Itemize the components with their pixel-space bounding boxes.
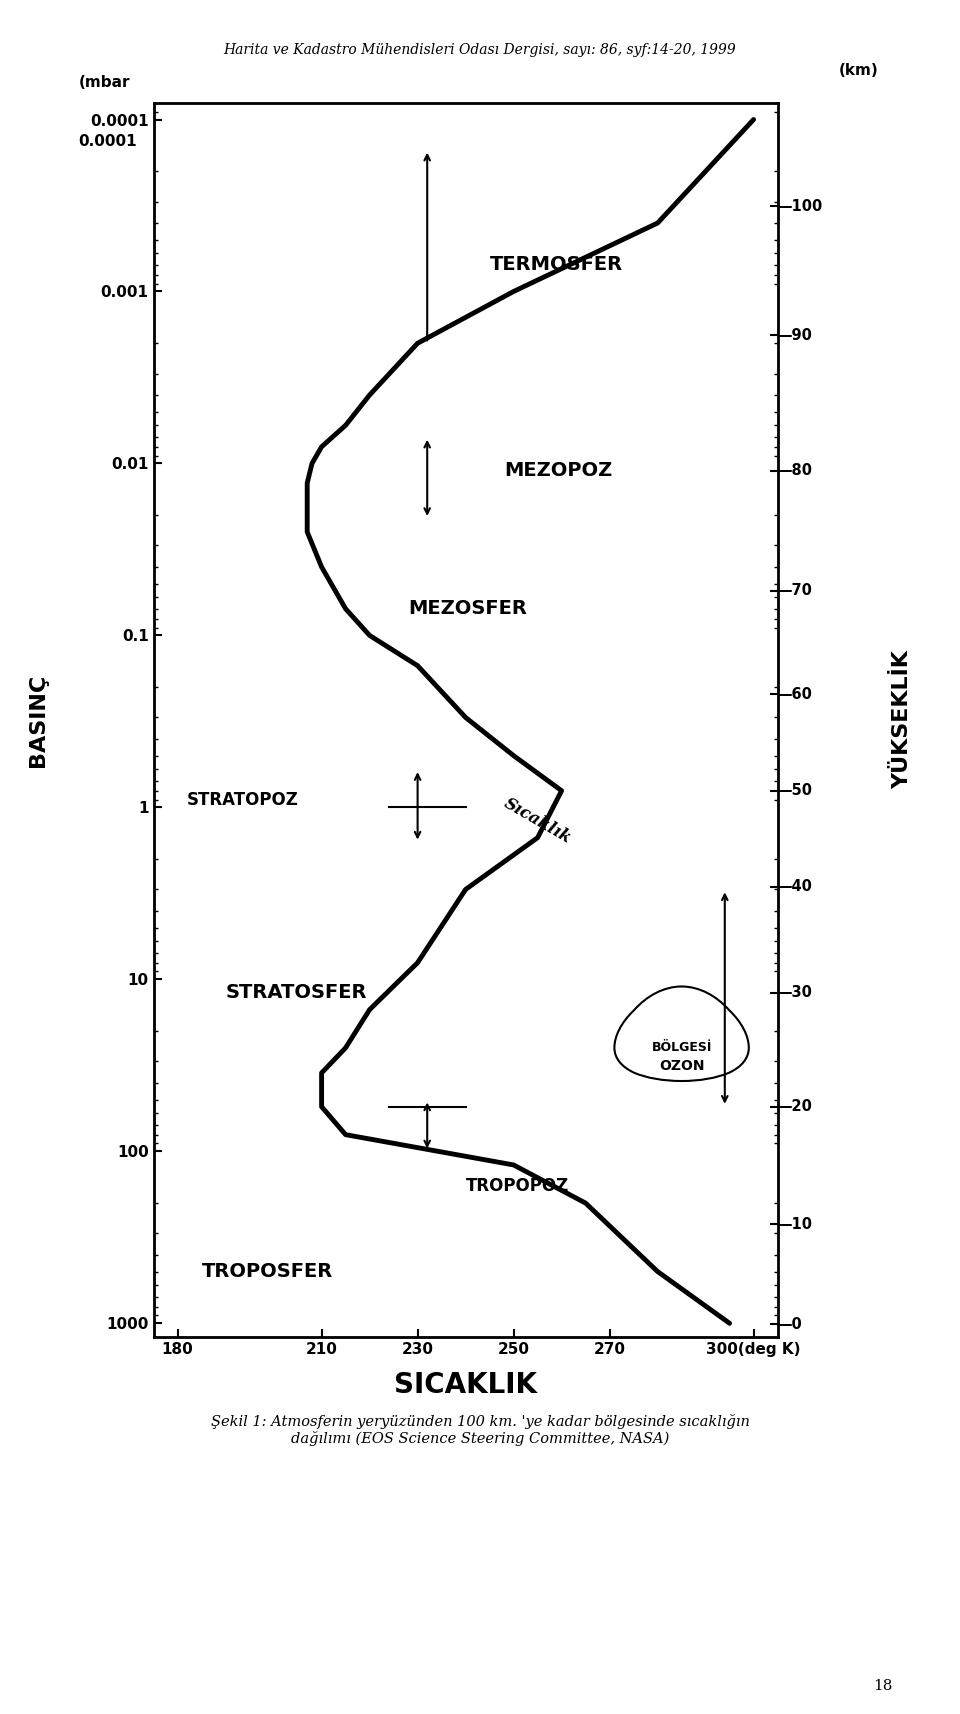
- Text: 0.0001: 0.0001: [79, 134, 137, 149]
- Text: —20: —20: [778, 1099, 812, 1114]
- Text: BASINÇ: BASINÇ: [29, 674, 48, 766]
- Text: MEZOPOZ: MEZOPOZ: [504, 461, 612, 480]
- Text: Şekil 1: Atmosferin yeryüzünden 100 km. 'ye kadar bölgesinde sıcaklığın
dağılımı: Şekil 1: Atmosferin yeryüzünden 100 km. …: [210, 1414, 750, 1447]
- Text: —60: —60: [778, 687, 812, 701]
- Text: —80: —80: [778, 463, 812, 478]
- Text: —0: —0: [778, 1316, 803, 1332]
- Text: 18: 18: [874, 1680, 893, 1693]
- Text: TROPOPOZ: TROPOPOZ: [466, 1178, 569, 1195]
- Text: —70: —70: [778, 583, 812, 598]
- Text: (mbar: (mbar: [79, 75, 131, 91]
- Text: —30: —30: [778, 986, 812, 1001]
- Text: OZON: OZON: [659, 1059, 705, 1073]
- Text: —10: —10: [778, 1217, 812, 1232]
- Text: Sıcaklık: Sıcaklık: [501, 795, 574, 847]
- Text: YÜKSEKLİK: YÜKSEKLİK: [893, 650, 912, 790]
- Text: —50: —50: [778, 783, 812, 799]
- Text: STRATOSFER: STRATOSFER: [226, 984, 367, 1003]
- Text: —90: —90: [778, 327, 812, 343]
- Text: STRATOPOZ: STRATOPOZ: [187, 790, 300, 809]
- Text: TERMOSFER: TERMOSFER: [490, 255, 623, 274]
- Text: —40: —40: [778, 879, 812, 895]
- Text: (km): (km): [839, 63, 878, 79]
- Text: BÖLGESİ: BÖLGESİ: [652, 1042, 711, 1054]
- Text: —100: —100: [778, 199, 823, 214]
- Text: TROPOSFER: TROPOSFER: [202, 1262, 333, 1280]
- X-axis label: SICAKLIK: SICAKLIK: [395, 1371, 537, 1399]
- Text: MEZOSFER: MEZOSFER: [408, 600, 527, 619]
- Text: Harita ve Kadastro Mühendisleri Odası Dergisi, sayı: 86, syf:14-20, 1999: Harita ve Kadastro Mühendisleri Odası De…: [224, 43, 736, 57]
